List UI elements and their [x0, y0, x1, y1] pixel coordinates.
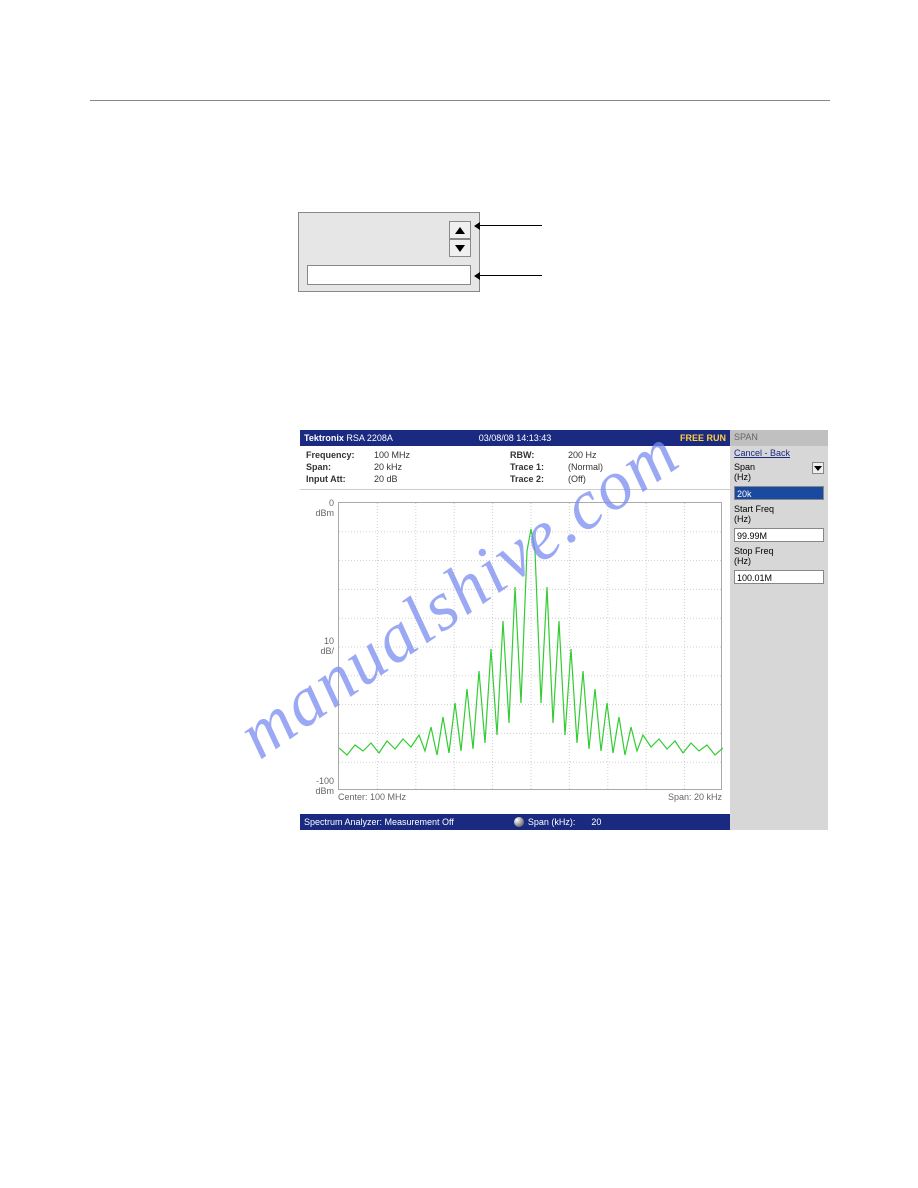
y-tick-mid-unit: dB/ [300, 646, 334, 656]
y-tick-top-unit: dBm [300, 508, 334, 518]
span-value: 20 kHz [374, 462, 402, 472]
y-tick-bot-unit: dBm [300, 786, 334, 796]
trace2-label: Trace 2: [510, 474, 544, 484]
x-center-label: Center: 100 MHz [338, 792, 406, 802]
att-label: Input Att: [306, 474, 346, 484]
rbw-value: 200 Hz [568, 450, 597, 460]
cancel-back-button[interactable]: Cancel - Back [730, 446, 828, 460]
span-input[interactable]: 20k [734, 486, 824, 500]
y-tick-top: 0 [300, 498, 334, 508]
status-span-value: 20 [591, 817, 601, 827]
att-value: 20 dB [374, 474, 398, 484]
analyzer-main-panel: Tektronix RSA 2208A 03/08/08 14:13:43 FR… [300, 430, 730, 830]
status-text: Spectrum Analyzer: Measurement Off [304, 817, 454, 827]
datetime-label: 03/08/08 14:13:43 [479, 433, 552, 443]
status-bar: Spectrum Analyzer: Measurement Off Span … [300, 814, 730, 830]
plot-area [338, 502, 722, 790]
trace2-value: (Off) [568, 474, 586, 484]
trace1-label: Trace 1: [510, 462, 544, 472]
side-start-label: Start Freq (Hz) [730, 502, 828, 526]
brand-label: Tektronix [304, 433, 344, 443]
side-panel: SPAN Cancel - Back Span (Hz) 20k Start F… [730, 430, 828, 830]
triangle-down-icon [455, 245, 465, 252]
chevron-down-icon[interactable] [812, 462, 824, 474]
freq-value: 100 MHz [374, 450, 410, 460]
rbw-label: RBW: [510, 450, 534, 460]
stop-freq-input[interactable]: 100.01M [734, 570, 824, 584]
status-span-label: Span (kHz): [528, 817, 576, 827]
freq-label: Frequency: [306, 450, 355, 460]
span-label: Span: [306, 462, 331, 472]
start-freq-input[interactable]: 99.99M [734, 528, 824, 542]
spinner-buttons [449, 221, 471, 257]
x-span-label: Span: 20 kHz [668, 792, 722, 802]
callout-arrow [480, 275, 542, 276]
y-tick-bot: -100 [300, 776, 334, 786]
spectrum-svg [339, 503, 723, 791]
y-tick-mid: 10 [300, 636, 334, 646]
info-bar: Frequency: 100 MHz Span: 20 kHz Input At… [300, 446, 730, 490]
callout-arrow [480, 225, 542, 226]
page-rule [90, 100, 830, 101]
triangle-up-icon [455, 227, 465, 234]
spectrum-graph: 0 dBm 10 dB/ -100 dBm Center: 100 MHz Sp… [300, 490, 730, 814]
model-label: RSA 2208A [346, 433, 393, 443]
side-span-label: Span (Hz) [730, 460, 828, 484]
spinner-diagram [298, 212, 480, 292]
trace1-value: (Normal) [568, 462, 603, 472]
run-status: FREE RUN [680, 433, 726, 443]
spinner-up-button[interactable] [449, 221, 471, 239]
titlebar: Tektronix RSA 2208A 03/08/08 14:13:43 FR… [300, 430, 730, 446]
analyzer-screenshot: Tektronix RSA 2208A 03/08/08 14:13:43 FR… [300, 430, 828, 830]
status-dot-icon [514, 817, 524, 827]
side-stop-label: Stop Freq (Hz) [730, 544, 828, 568]
spinner-text-field[interactable] [307, 265, 471, 285]
side-title: SPAN [730, 430, 828, 446]
spinner-down-button[interactable] [449, 239, 471, 257]
